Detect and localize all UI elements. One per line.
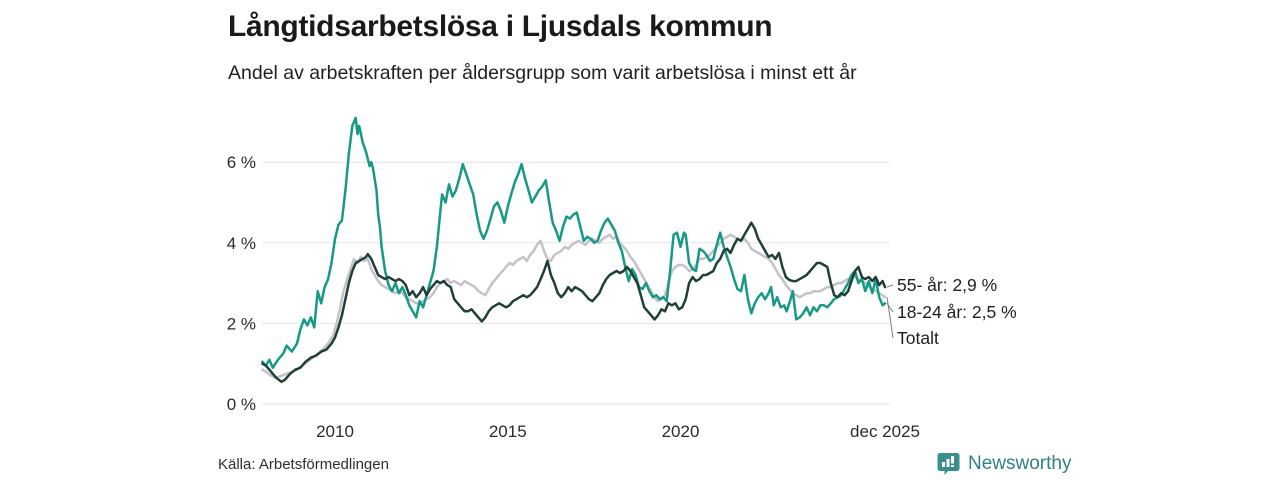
label-connector-55: [886, 284, 894, 288]
label-connector-totalt: [886, 297, 894, 339]
page-title: Långtidsarbetslösa i Ljusdals kommun: [228, 10, 773, 43]
newsworthy-brand: Newsworthy: [936, 451, 1071, 476]
y-tick-label: 2 %: [227, 314, 256, 333]
series-line-18-24: [261, 116, 887, 369]
y-tick-label: 0 %: [227, 395, 256, 414]
source-note: Källa: Arbetsförmedlingen: [218, 456, 389, 473]
chart-subtitle: Andel av arbetskraften per åldersgrupp s…: [228, 62, 857, 84]
series-end-label-55: 55- år: 2,9 %: [897, 275, 997, 295]
series-line-totalt: [261, 233, 887, 380]
newsworthy-logo-text: Newsworthy: [968, 452, 1072, 474]
label-connector-18-24: [886, 302, 894, 313]
bar-chart-speech-bubble-icon: [936, 451, 961, 476]
x-tick-label: 2015: [489, 422, 527, 441]
series-end-label-totalt: Totalt: [897, 328, 939, 348]
x-tick-label: dec 2025: [850, 422, 920, 441]
x-tick-label: 2010: [316, 422, 354, 441]
x-tick-label: 2020: [662, 422, 700, 441]
y-tick-label: 4 %: [227, 234, 256, 253]
series-line-55: [261, 221, 887, 384]
y-tick-label: 6 %: [227, 153, 256, 172]
series-end-label-18-24: 18-24 år: 2,5 %: [897, 302, 1017, 322]
